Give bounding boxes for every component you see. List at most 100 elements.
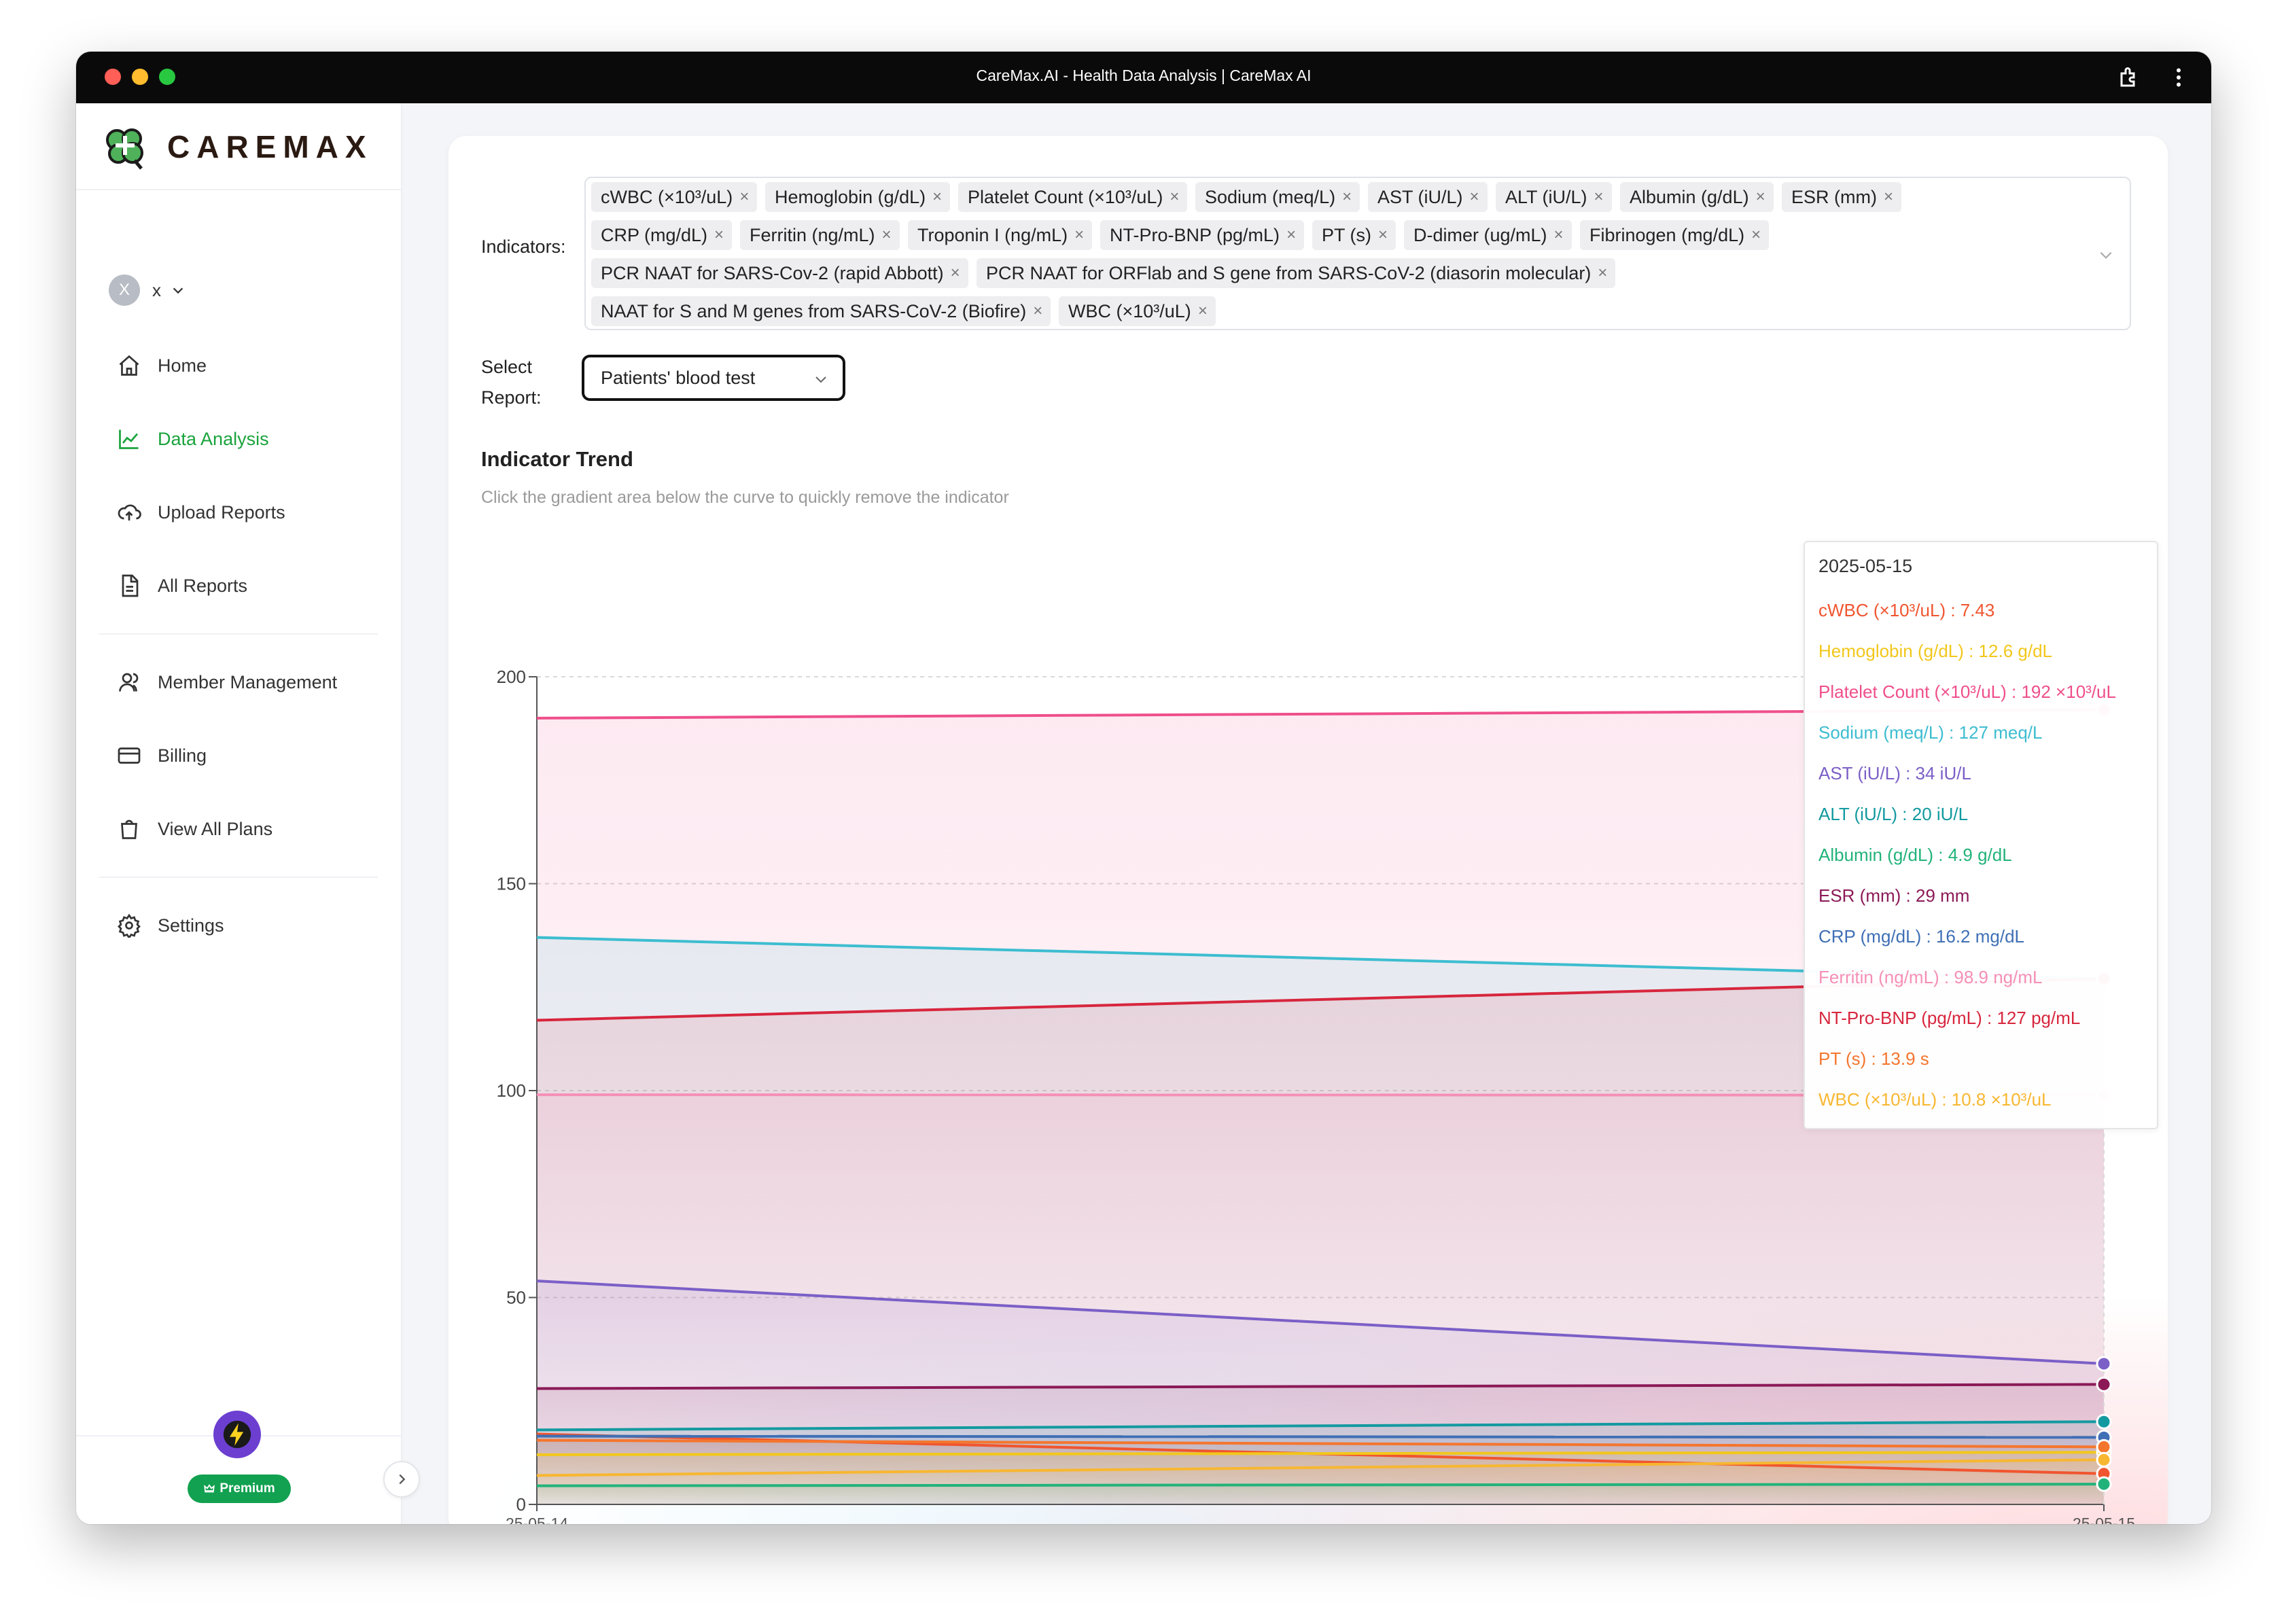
- indicator-tag-label: Fibrinogen (mg/dL): [1589, 224, 1745, 245]
- nav-item-label: View All Plans: [158, 818, 273, 839]
- indicator-tag-label: cWBC (×10³/uL): [601, 186, 733, 207]
- indicator-tag-label: PCR NAAT for SARS-Cov-2 (rapid Abbott): [601, 262, 944, 283]
- remove-tag-icon[interactable]: ×: [950, 264, 960, 282]
- app-window: CareMax.AI - Health Data Analysis | Care…: [76, 52, 2211, 1524]
- indicator-tag: WBC (×10³/uL) ×: [1059, 296, 1216, 326]
- nav-item-billing[interactable]: Billing: [117, 735, 207, 776]
- nav-item-settings[interactable]: Settings: [117, 905, 224, 946]
- maximize-window-button[interactable]: [159, 69, 175, 85]
- y-tick-label: 200: [497, 667, 526, 687]
- collapse-sidebar-button[interactable]: [383, 1461, 420, 1498]
- indicator-tag: ESR (mm) ×: [1782, 182, 1901, 212]
- tooltip-row: CRP (mg/dL) : 16.2 mg/dL: [1818, 926, 2024, 947]
- series-area[interactable]: [537, 1484, 2104, 1504]
- remove-tag-icon[interactable]: ×: [1469, 188, 1479, 206]
- indicator-tag-label: Platelet Count (×10³/uL): [968, 186, 1163, 207]
- brand-name: CAREMAX: [167, 129, 373, 164]
- select-report-label: Select Report:: [481, 352, 542, 413]
- indicator-tag: NAAT for S and M genes from SARS-CoV-2 (…: [591, 296, 1051, 326]
- data-point[interactable]: [2096, 1376, 2112, 1392]
- remove-tag-icon[interactable]: ×: [1033, 302, 1043, 320]
- close-window-button[interactable]: [105, 69, 121, 85]
- indicator-tag: Platelet Count (×10³/uL) ×: [958, 182, 1188, 212]
- remove-tag-icon[interactable]: ×: [1598, 264, 1608, 282]
- remove-tag-icon[interactable]: ×: [1594, 188, 1604, 206]
- shopping-bag-icon: [121, 819, 137, 839]
- home-icon: [119, 355, 139, 376]
- remove-tag-icon[interactable]: ×: [1378, 226, 1388, 244]
- indicator-tag: NT-Pro-BNP (pg/mL) ×: [1100, 220, 1305, 250]
- tooltip-row: AST (iU/L) : 34 iU/L: [1818, 763, 1971, 783]
- more-menu-icon[interactable]: [2166, 65, 2191, 90]
- remove-tag-icon[interactable]: ×: [881, 226, 892, 244]
- series-line: [536, 1420, 2105, 1432]
- remove-tag-icon[interactable]: ×: [1755, 188, 1765, 206]
- indicator-tag-label: WBC (×10³/uL): [1068, 300, 1191, 321]
- tooltip-row: Platelet Count (×10³/uL) : 192 ×10³/uL: [1818, 682, 2116, 702]
- indicator-tag-label: Ferritin (ng/mL): [750, 224, 875, 245]
- remove-tag-icon[interactable]: ×: [1074, 226, 1085, 244]
- indicator-tag-label: Albumin (g/dL): [1630, 186, 1749, 207]
- indicator-tag-label: NAAT for S and M genes from SARS-CoV-2 (…: [601, 300, 1027, 321]
- data-point[interactable]: [2096, 1476, 2112, 1492]
- report-select-value: Patients' blood test: [601, 367, 756, 388]
- credit-card-icon: [118, 747, 141, 764]
- premium-badge[interactable]: Premium: [188, 1475, 291, 1503]
- nav-item-home[interactable]: Home: [117, 345, 207, 386]
- sidebar-divider: [99, 633, 378, 635]
- x-tick-label: 25-05-15: [2073, 1515, 2135, 1524]
- report-select[interactable]: Patients' blood test: [582, 355, 845, 401]
- remove-tag-icon[interactable]: ×: [1342, 188, 1352, 206]
- tooltip-row: cWBC (×10³/uL) : 7.43: [1818, 600, 1995, 620]
- remove-tag-icon[interactable]: ×: [1751, 226, 1761, 244]
- remove-tag-icon[interactable]: ×: [714, 226, 724, 244]
- nav-item-view-all-plans[interactable]: View All Plans: [117, 809, 272, 849]
- nav-item-label: Member Management: [158, 671, 338, 692]
- indicator-tag-label: AST (iU/L): [1377, 186, 1463, 207]
- data-point[interactable]: [2096, 1413, 2112, 1430]
- nav-item-label: Data Analysis: [158, 428, 269, 449]
- indicators-select[interactable]: cWBC (×10³/uL) × Hemoglobin (g/dL) × Platele…: [584, 177, 2131, 330]
- chevron-down-icon[interactable]: [2097, 246, 2115, 264]
- indicator-tag: D-dimer (ug/mL) ×: [1404, 220, 1572, 250]
- data-point[interactable]: [2096, 1451, 2112, 1468]
- indicator-tag-label: ESR (mm): [1791, 186, 1877, 207]
- indicator-tag: Albumin (g/dL) ×: [1620, 182, 1774, 212]
- remove-tag-icon[interactable]: ×: [1286, 226, 1297, 244]
- remove-tag-icon[interactable]: ×: [1197, 302, 1208, 320]
- lightning-icon: [223, 1420, 251, 1449]
- brand-logo[interactable]: CAREMAX: [101, 120, 373, 174]
- nav-item-all-reports[interactable]: All Reports: [117, 565, 247, 606]
- select-report-label-line: Select: [481, 357, 533, 377]
- indicator-trend-chart[interactable]: 0 50 100 150 200 25-05-14 25-05-15 cWBC (×10³/u…: [449, 571, 2168, 1524]
- nav-item-label: Billing: [158, 745, 207, 766]
- indicator-tag: cWBC (×10³/uL) ×: [591, 182, 758, 212]
- chevron-down-icon: [173, 287, 183, 294]
- plan-avatar[interactable]: [213, 1411, 261, 1458]
- cloud-upload-icon: [118, 504, 141, 520]
- remove-tag-icon[interactable]: ×: [739, 188, 750, 206]
- remove-tag-icon[interactable]: ×: [932, 188, 943, 206]
- remove-tag-icon[interactable]: ×: [1170, 188, 1180, 206]
- extensions-icon[interactable]: [2117, 65, 2142, 90]
- indicator-tag: PT (s) ×: [1312, 220, 1396, 250]
- nav-item-data-analysis[interactable]: Data Analysis: [117, 419, 269, 459]
- indicator-tag-label: Hemoglobin (g/dL): [775, 186, 926, 207]
- analysis-card: Indicators: cWBC (×10³/uL) × Hemoglobin (g…: [449, 136, 2168, 1524]
- select-report-label-line: Report:: [481, 387, 542, 408]
- indicator-tag-label: D-dimer (ug/mL): [1413, 224, 1547, 245]
- series-line: [536, 1458, 2105, 1477]
- y-tick-label: 150: [497, 874, 526, 894]
- user-switcher[interactable]: X x: [109, 275, 186, 306]
- remove-tag-icon[interactable]: ×: [1553, 226, 1564, 244]
- minimize-window-button[interactable]: [132, 69, 148, 85]
- indicator-tag-label: ALT (iU/L): [1505, 186, 1587, 207]
- nav-item-upload-reports[interactable]: Upload Reports: [117, 492, 285, 533]
- series-line: [536, 1434, 2105, 1439]
- nav-item-member-management[interactable]: Member Management: [117, 662, 337, 703]
- data-point[interactable]: [2096, 1356, 2112, 1372]
- data-point[interactable]: [2096, 1438, 2112, 1455]
- remove-tag-icon[interactable]: ×: [1883, 188, 1893, 206]
- indicator-tag-label: PCR NAAT for ORFlab and S gene from SARS…: [986, 262, 1592, 283]
- tooltip-row: PT (s) : 13.9 s: [1818, 1048, 1929, 1069]
